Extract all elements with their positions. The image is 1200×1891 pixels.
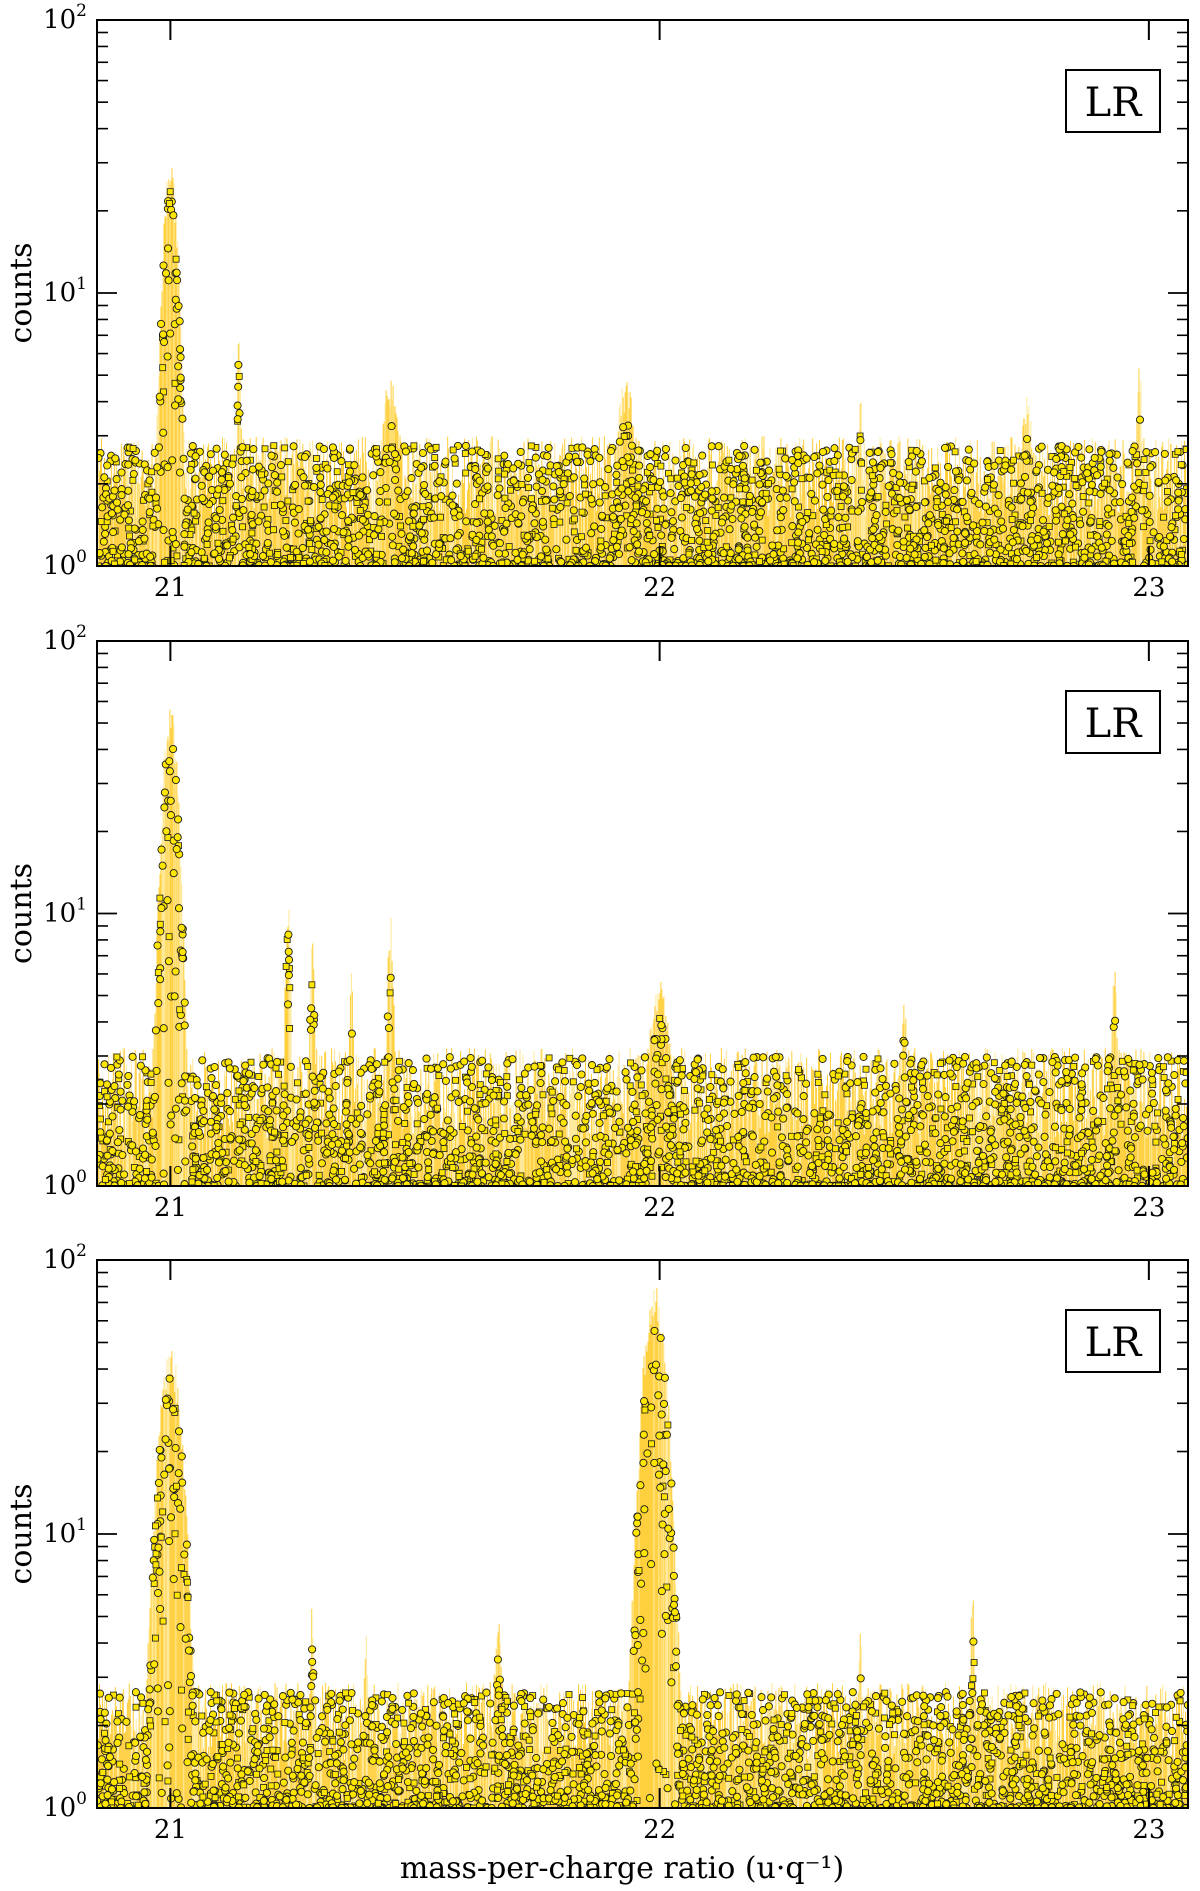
x-tick-label: 21 bbox=[154, 573, 187, 603]
panel-middle: 100 101 102 21 22 23 counts LR bbox=[4, 622, 1189, 1223]
data-points bbox=[97, 744, 1188, 1186]
plot-area bbox=[97, 709, 1188, 1186]
plot-area bbox=[97, 1287, 1188, 1808]
data-points bbox=[97, 1326, 1188, 1808]
y-tick-label: 101 bbox=[43, 895, 87, 929]
svg-text:LR: LR bbox=[1085, 80, 1144, 126]
plot-area bbox=[97, 168, 1188, 566]
x-tick-label: 21 bbox=[154, 1193, 187, 1223]
y-tick-label: 101 bbox=[43, 274, 87, 308]
y-axis-label: counts bbox=[4, 243, 39, 344]
y-ticks bbox=[97, 640, 1188, 1187]
y-tick-label: 102 bbox=[43, 1, 87, 35]
y-tick-label: 102 bbox=[43, 1241, 87, 1275]
y-tick-label: 101 bbox=[43, 1515, 87, 1549]
y-axis-label: counts bbox=[4, 863, 39, 964]
x-tick-label: 23 bbox=[1132, 573, 1165, 603]
y-tick-label: 100 bbox=[43, 547, 87, 581]
y-tick-label: 100 bbox=[43, 1167, 87, 1201]
x-tick-label: 23 bbox=[1132, 1193, 1165, 1223]
panel-tag: LR bbox=[1065, 1309, 1161, 1373]
panel-tag: LR bbox=[1065, 690, 1161, 754]
data-points bbox=[97, 188, 1188, 566]
x-tick-label: 21 bbox=[154, 1815, 187, 1845]
y-ticks bbox=[97, 19, 1188, 567]
panel-tag: LR bbox=[1065, 69, 1161, 133]
x-tick-label: 22 bbox=[643, 1815, 676, 1845]
y-axis-label: counts bbox=[4, 1484, 39, 1585]
x-tick-label: 22 bbox=[643, 573, 676, 603]
panel-top: 100 101 102 21 22 23 counts LR bbox=[4, 1, 1189, 603]
panel-bottom: 100 101 102 21 22 23 counts LR bbox=[4, 1241, 1189, 1845]
y-tick-label: 102 bbox=[43, 622, 87, 656]
x-axis-label: mass-per-charge ratio (u·q⁻¹) bbox=[400, 1851, 844, 1886]
y-ticks bbox=[97, 1259, 1188, 1809]
x-tick-label: 23 bbox=[1132, 1815, 1165, 1845]
x-tick-label: 22 bbox=[643, 1193, 676, 1223]
y-tick-label: 100 bbox=[43, 1789, 87, 1823]
